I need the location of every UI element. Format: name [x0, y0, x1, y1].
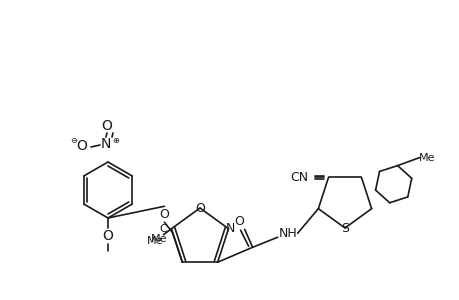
- Text: C: C: [159, 224, 167, 234]
- Text: N: N: [225, 222, 235, 235]
- Text: ⊕: ⊕: [112, 136, 119, 145]
- Text: NH: NH: [278, 227, 297, 240]
- Text: Me: Me: [151, 234, 168, 244]
- Text: CN: CN: [290, 171, 308, 184]
- Text: O: O: [159, 208, 169, 221]
- Text: O: O: [234, 215, 244, 228]
- Text: O: O: [102, 229, 113, 243]
- Text: Me: Me: [147, 236, 163, 246]
- Text: Me: Me: [419, 153, 435, 163]
- Text: ⊖: ⊖: [70, 136, 77, 145]
- Text: N: N: [101, 137, 111, 151]
- Text: S: S: [340, 221, 348, 235]
- Text: O: O: [195, 202, 205, 214]
- Text: O: O: [101, 119, 112, 133]
- Text: O: O: [76, 139, 87, 153]
